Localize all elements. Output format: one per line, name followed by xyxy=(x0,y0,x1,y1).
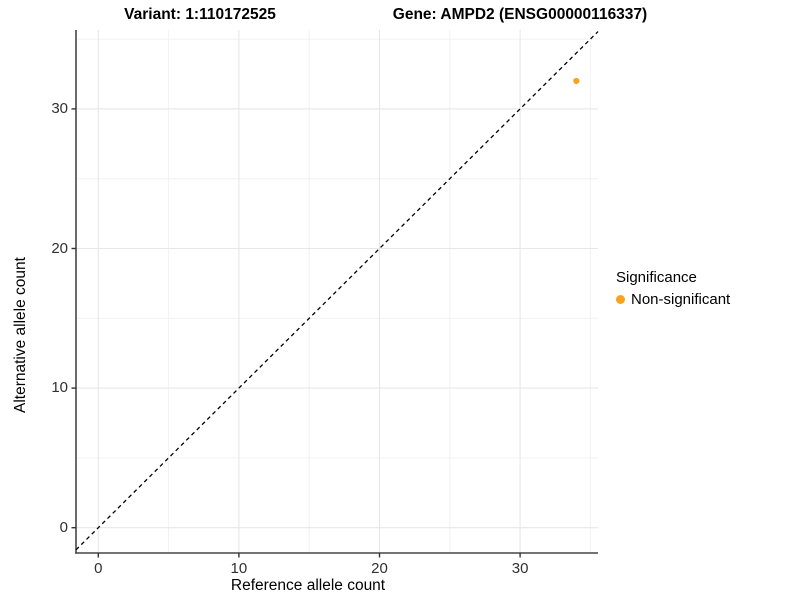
data-point xyxy=(573,77,580,85)
x-tick-label: 10 xyxy=(230,560,248,577)
legend-item: Non-significant xyxy=(616,291,730,308)
x-tick-label: 20 xyxy=(371,560,388,577)
y-axis-title: Alternative allele count xyxy=(12,257,29,413)
plot-title-variant: Variant: 1:110172525 xyxy=(124,6,276,23)
legend-item-label: Non-significant xyxy=(631,291,731,308)
x-tick-label: 30 xyxy=(511,560,529,577)
y-tick-label: 20 xyxy=(51,239,68,257)
x-axis-title: Reference allele count xyxy=(230,577,386,594)
y-tick-label: 30 xyxy=(51,99,68,117)
legend: Significance Non-significant xyxy=(616,269,730,308)
legend-items: Non-significant xyxy=(616,291,730,308)
legend-title: Significance xyxy=(616,269,697,286)
y-tick-label: 0 xyxy=(59,518,68,536)
x-tick-label: 0 xyxy=(94,560,103,577)
legend-point-icon xyxy=(616,295,625,304)
plot-title-gene: Gene: AMPD2 (ENSG00000116337) xyxy=(392,6,648,23)
y-tick-label: 10 xyxy=(51,379,68,397)
